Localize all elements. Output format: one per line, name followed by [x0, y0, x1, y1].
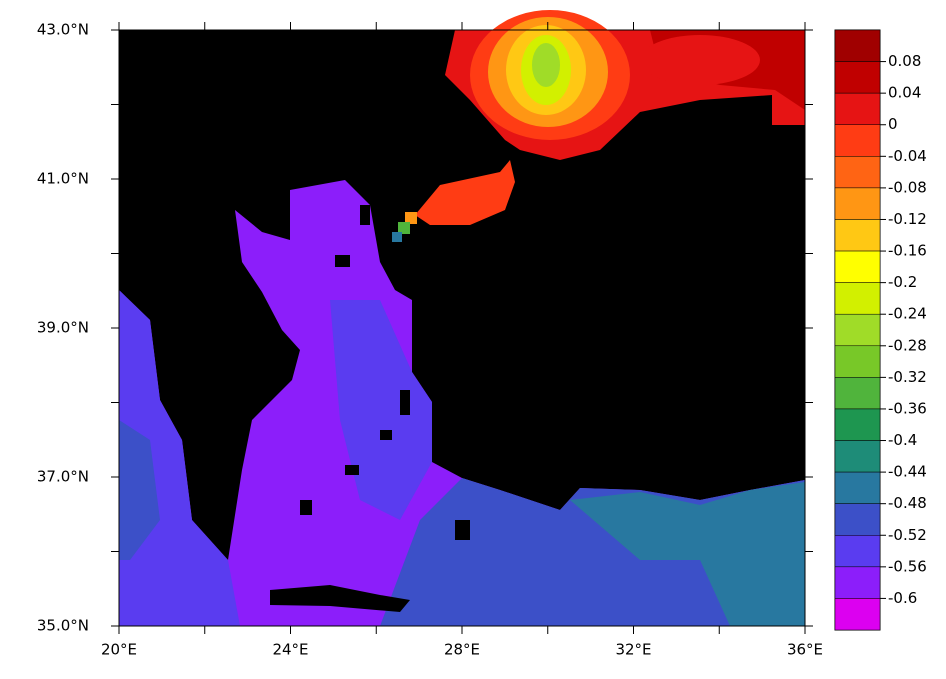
x-tick-label: 24°E	[272, 641, 308, 659]
island	[400, 390, 410, 415]
y-tick-label: 43.0°N	[37, 21, 89, 39]
colorbar-box	[834, 377, 881, 410]
colorbar-label: -0.28	[888, 336, 927, 354]
colorbar-box	[834, 124, 881, 157]
colorbar-box	[834, 503, 881, 536]
colorbar-label: 0.08	[888, 52, 921, 70]
colorbar-box	[834, 313, 881, 347]
colorbar-label: -0.2	[888, 273, 917, 291]
colorbar-label: -0.08	[888, 178, 927, 196]
colorbar-box	[834, 250, 881, 283]
colorbar-label: -0.16	[888, 242, 927, 260]
colorbar-box	[834, 345, 881, 378]
sea-field	[398, 222, 410, 234]
colorbar-label: -0.12	[888, 210, 927, 228]
colorbar-label: 0.04	[888, 84, 921, 102]
sea-field	[119, 420, 160, 560]
colorbar-box	[834, 566, 881, 599]
colorbar-label: -0.6	[888, 589, 917, 607]
island	[345, 465, 359, 475]
colorbar-label: -0.48	[888, 494, 927, 512]
colorbar-label: -0.04	[888, 147, 927, 165]
island	[380, 430, 392, 440]
colorbar-box	[834, 535, 881, 568]
colorbar-label: -0.4	[888, 431, 917, 449]
colorbar-box	[834, 598, 881, 631]
colorbar-box	[834, 282, 881, 315]
colorbar-box	[834, 61, 881, 94]
y-tick-label: 41.0°N	[37, 170, 89, 188]
y-tick-label: 39.0°N	[37, 319, 89, 337]
x-tick-label: 36°E	[787, 641, 823, 659]
colorbar-box	[834, 29, 881, 62]
sea-field	[415, 160, 515, 225]
island	[360, 205, 370, 225]
sea-field	[640, 35, 760, 85]
colorbar-box	[834, 92, 881, 125]
island	[300, 500, 312, 515]
colorbar-box	[834, 219, 881, 252]
colorbar-label: 0	[888, 115, 898, 133]
x-tick-label: 32°E	[615, 641, 651, 659]
colorbar-box	[834, 440, 881, 473]
map-field	[119, 10, 805, 626]
sea-field	[570, 482, 805, 626]
sea-field	[119, 290, 240, 626]
x-tick-label: 28°E	[444, 641, 480, 659]
colorbar-label: -0.24	[888, 305, 927, 323]
colorbar-box	[834, 408, 881, 441]
sea-field	[392, 232, 402, 242]
colorbar-label: -0.52	[888, 526, 927, 544]
y-tick-label: 35.0°N	[37, 617, 89, 635]
colorbar-label: -0.32	[888, 368, 927, 386]
colorbar-label: -0.36	[888, 399, 927, 417]
colorbar-label: -0.44	[888, 463, 927, 481]
island	[455, 520, 470, 540]
y-tick-label: 37.0°N	[37, 468, 89, 486]
island	[335, 255, 350, 267]
sea-field	[405, 212, 417, 224]
colorbar-box	[834, 471, 881, 504]
sea-field	[532, 43, 560, 87]
colorbar-box	[834, 187, 881, 220]
island	[270, 585, 410, 612]
colorbar-label: -0.56	[888, 557, 927, 575]
colorbar-box	[834, 156, 881, 189]
x-tick-label: 20°E	[101, 641, 137, 659]
